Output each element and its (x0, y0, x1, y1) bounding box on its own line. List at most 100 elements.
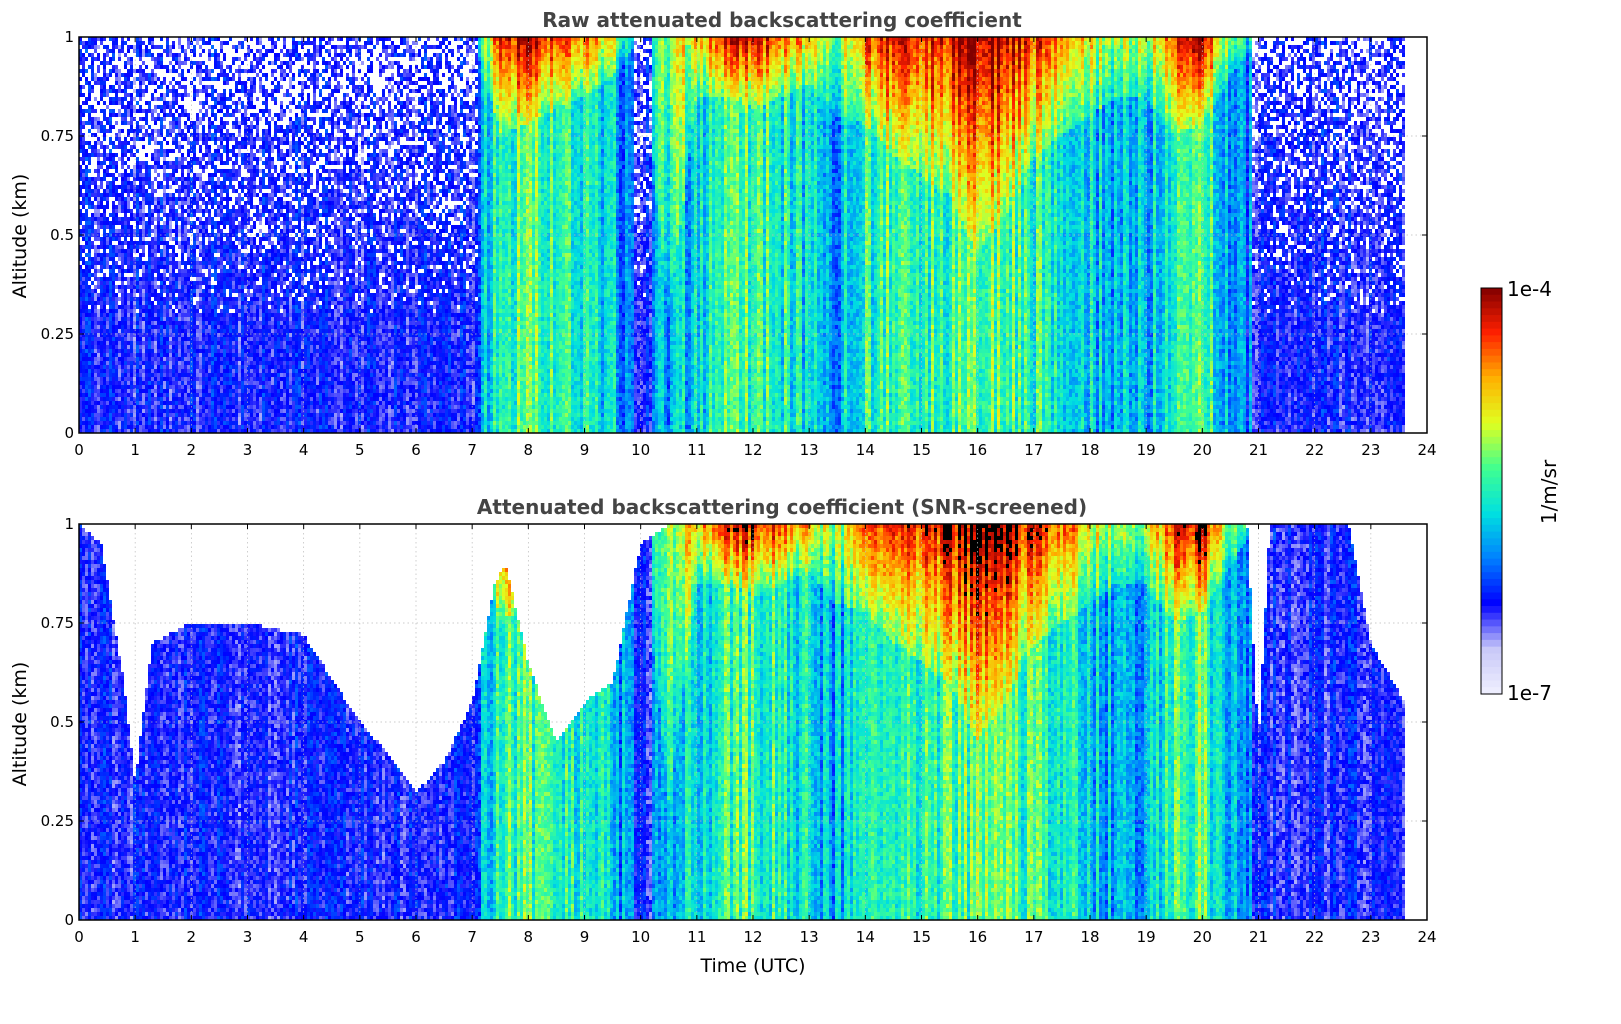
heatmap-cell (91, 325, 94, 329)
heatmap-cell (88, 257, 91, 261)
heatmap-cell (139, 329, 142, 333)
heatmap-cell (103, 161, 106, 165)
heatmap-cell (124, 53, 127, 57)
heatmap-cell (142, 53, 145, 57)
heatmap-cell (118, 205, 121, 209)
heatmap-cell (127, 217, 130, 221)
heatmap-cell (85, 261, 88, 265)
heatmap-cell (115, 93, 118, 97)
heatmap-cell (145, 277, 148, 281)
heatmap-cell (103, 249, 106, 253)
heatmap-cell (112, 373, 115, 377)
heatmap-cell (142, 373, 145, 377)
heatmap-cell (91, 293, 94, 297)
heatmap-cell (91, 85, 94, 89)
heatmap-cell (145, 109, 148, 113)
heatmap-cell (112, 269, 115, 273)
heatmap-cell (103, 305, 106, 309)
heatmap-cell (88, 397, 91, 401)
heatmap-cell (133, 177, 136, 181)
heatmap-cell (133, 285, 136, 289)
heatmap-cell (121, 369, 124, 373)
heatmap-cell (121, 197, 124, 201)
heatmap-cell (82, 373, 85, 377)
heatmap-cell (88, 65, 91, 69)
heatmap-cell (100, 41, 103, 45)
heatmap-cell (94, 293, 97, 297)
heatmap-cell (100, 297, 103, 301)
heatmap-cell (103, 81, 106, 85)
heatmap-cell (127, 261, 130, 265)
heatmap-cell (124, 77, 127, 81)
heatmap-cell (136, 149, 139, 153)
heatmap-cell (94, 385, 97, 389)
heatmap-cell (109, 129, 112, 133)
heatmap-cell (88, 361, 91, 365)
heatmap-cell (136, 413, 139, 417)
heatmap-cell (124, 205, 127, 209)
heatmap-cell (115, 309, 118, 313)
heatmap-cell (85, 157, 88, 161)
heatmap-cell (127, 377, 130, 381)
heatmap-cell (142, 209, 145, 213)
heatmap-cell (88, 261, 91, 265)
heatmap-cell (115, 277, 118, 281)
heatmap-cell (100, 321, 103, 325)
heatmap-cell (100, 285, 103, 289)
heatmap-cell (130, 181, 133, 185)
heatmap-cell (130, 277, 133, 281)
heatmap-cell (85, 201, 88, 205)
heatmap-cell (148, 53, 151, 57)
heatmap-cell (82, 137, 85, 141)
heatmap-cell (124, 385, 127, 389)
heatmap-cell (106, 197, 109, 201)
heatmap-cell (118, 113, 121, 117)
heatmap-cell (121, 329, 124, 333)
heatmap-cell (139, 129, 142, 133)
heatmap-cell (97, 341, 100, 345)
heatmap-cell (103, 109, 106, 113)
heatmap-cell (115, 297, 118, 301)
heatmap-cell (127, 313, 130, 317)
heatmap-cell (127, 149, 130, 153)
heatmap-cell (130, 137, 133, 141)
heatmap-cell (91, 301, 94, 305)
heatmap-cell (88, 201, 91, 205)
heatmap-cell (85, 401, 88, 405)
heatmap-cell (85, 273, 88, 277)
heatmap-cell (109, 409, 112, 413)
heatmap-cell (145, 73, 148, 77)
heatmap-cell (100, 97, 103, 101)
heatmap-cell (130, 149, 133, 153)
heatmap-cell (133, 393, 136, 397)
heatmap-cell (85, 233, 88, 237)
heatmap-cell (100, 129, 103, 133)
heatmap-cell (109, 301, 112, 305)
heatmap-cell (121, 317, 124, 321)
heatmap-cell (100, 257, 103, 261)
heatmap-cell (112, 225, 115, 229)
heatmap-cell (115, 145, 118, 149)
heatmap-cell (112, 201, 115, 205)
heatmap-cell (106, 357, 109, 361)
heatmap-cell (118, 253, 121, 257)
heatmap-cell (112, 425, 115, 429)
raw-backscatter-panel: Raw attenuated backscattering coefficien… (9, 8, 1437, 459)
heatmap-cell (88, 301, 91, 305)
heatmap-cell (139, 381, 142, 385)
heatmap-cell (85, 57, 88, 61)
heatmap-cell (139, 213, 142, 217)
heatmap-cell (136, 197, 139, 201)
heatmap-cell (100, 409, 103, 413)
heatmap-cell (118, 409, 121, 413)
heatmap-cell (112, 349, 115, 353)
heatmap-cell (85, 101, 88, 105)
heatmap-cell (112, 289, 115, 293)
heatmap-cell (106, 337, 109, 341)
heatmap-cell (100, 405, 103, 409)
heatmap-cell (82, 245, 85, 249)
heatmap-cell (121, 257, 124, 261)
heatmap-cell (94, 77, 97, 81)
heatmap-cell (103, 397, 106, 401)
heatmap-cell (82, 353, 85, 357)
